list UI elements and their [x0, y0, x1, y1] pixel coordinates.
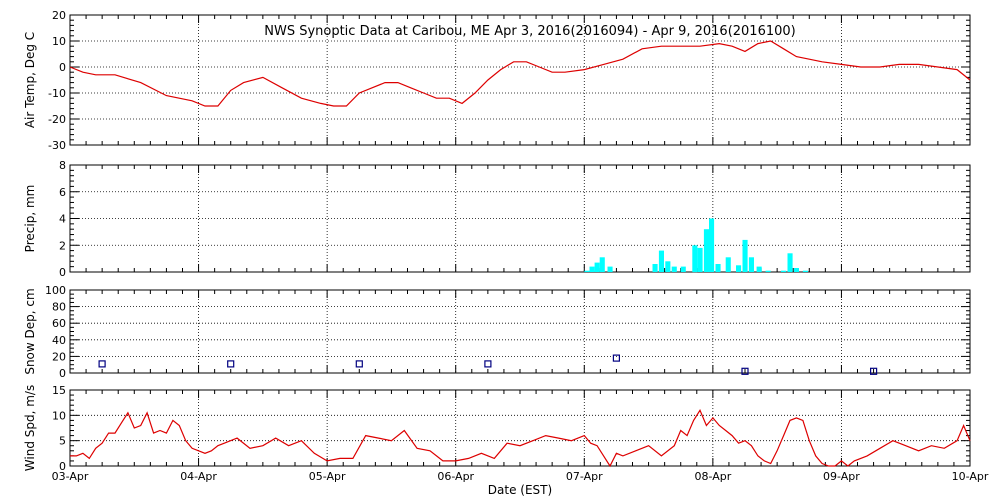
y-tick-label: 0 [59, 266, 66, 279]
y-axis-label: Snow Dep, cm [23, 288, 37, 374]
x-axis-label: Date (EST) [488, 483, 552, 497]
snow-depth-point [484, 360, 492, 368]
y-tick-label: 8 [59, 159, 66, 172]
precip-bar [742, 239, 748, 272]
y-tick-label: 0 [59, 61, 66, 74]
snow-depth-point [612, 354, 621, 362]
y-tick-label: 5 [59, 435, 66, 448]
precip-bar [787, 253, 793, 272]
precip-bar [736, 265, 742, 272]
y-tick-label: 60 [52, 317, 66, 330]
precip-bar [697, 247, 703, 272]
x-tick-label: 10-Apr [952, 470, 989, 483]
y-tick-label: 10 [52, 35, 66, 48]
panel-wind-speed: 15 10 5 0 Wind Spd, m/s [23, 384, 971, 473]
panel-precip: 8 6 4 2 0 Precip, mm [23, 159, 971, 279]
precip-bar [781, 270, 787, 272]
x-tick-label: 06-Apr [437, 470, 474, 483]
series-line-air-temp [69, 40, 971, 107]
precip-bar [594, 262, 600, 272]
y-tick-label: -20 [48, 113, 66, 126]
y-tick-label: 100 [45, 284, 66, 297]
precip-bar [652, 264, 658, 272]
y-tick-label: -10 [48, 87, 66, 100]
y-tick-label: 6 [59, 186, 66, 199]
precip-bar [802, 270, 808, 272]
precip-bar [765, 270, 771, 272]
panel-air-temp: 20 10 0 -10 -20 -30 Air Temp, Deg C [23, 9, 971, 152]
precip-bar [715, 264, 721, 272]
chart-title: NWS Synoptic Data at Caribou, ME Apr 3, … [264, 24, 796, 39]
y-axis-label: Air Temp, Deg C [23, 32, 37, 128]
y-tick-label: 15 [52, 384, 66, 397]
y-tick-label: 0 [59, 367, 66, 380]
precip-bar [748, 257, 754, 272]
precip-bar [658, 250, 664, 272]
precip-bar [692, 245, 698, 273]
precip-bar [584, 270, 590, 272]
y-axis-label: Wind Spd, m/s [23, 385, 37, 471]
snow-depth-point [355, 360, 363, 368]
precip-bar [607, 266, 613, 272]
x-tick-label: 07-Apr [566, 470, 603, 483]
y-tick-label: 80 [52, 301, 66, 314]
precip-bar [725, 257, 731, 272]
x-tick-label: 04-Apr [180, 470, 217, 483]
x-tick-label: 05-Apr [309, 470, 346, 483]
y-axis-label: Precip, mm [23, 185, 37, 253]
precip-bar [709, 218, 715, 272]
y-tick-label: 0 [59, 460, 66, 473]
snow-depth-point [869, 367, 878, 375]
precip-bar [665, 261, 671, 272]
panel-snow-depth: 100 80 60 40 20 0 Snow Dep, cm [23, 284, 971, 380]
x-tick-label: 03-Apr [52, 470, 89, 483]
y-tick-label: 2 [59, 239, 66, 252]
precip-bar [680, 266, 686, 272]
series-line-wind-speed [70, 409, 971, 468]
y-tick-label: -30 [48, 139, 66, 152]
precip-bar [671, 266, 677, 272]
x-tick-label: 08-Apr [694, 470, 731, 483]
precip-bar [793, 268, 799, 272]
panel-frame [69, 389, 971, 467]
y-tick-label: 10 [52, 409, 66, 422]
snow-depth-point [741, 367, 749, 375]
precip-bar [756, 266, 762, 272]
y-tick-label: 20 [52, 350, 66, 363]
precip-bar [703, 229, 709, 272]
precip-bar [589, 266, 595, 272]
precip-bar [599, 257, 605, 272]
y-tick-label: 20 [52, 9, 66, 22]
snow-depth-point [227, 360, 235, 368]
y-tick-label: 40 [52, 334, 66, 347]
y-tick-label: 4 [59, 213, 66, 226]
snow-depth-point [98, 360, 106, 368]
panel-frame [69, 289, 971, 374]
x-tick-label: 09-Apr [823, 470, 860, 483]
